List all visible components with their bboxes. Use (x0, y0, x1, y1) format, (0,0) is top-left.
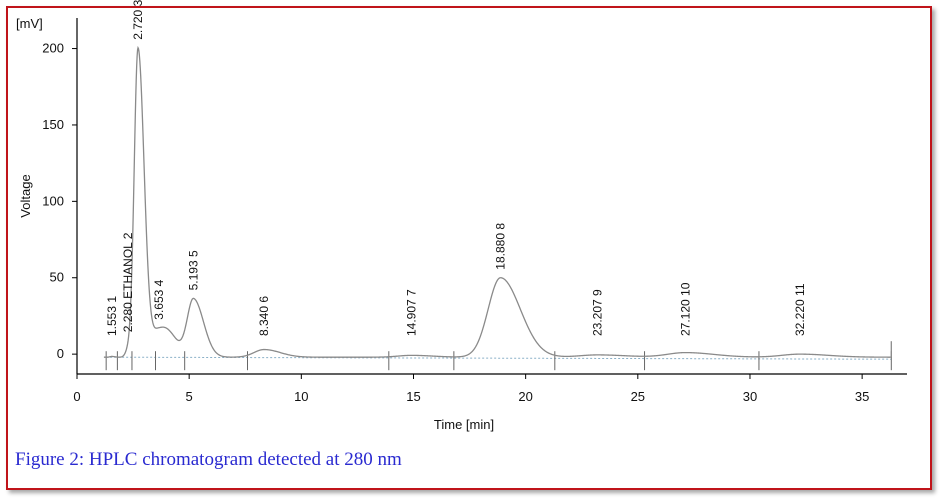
y-ticks: 0 50 100 150 200 (42, 41, 77, 361)
y-tick-label: 50 (50, 270, 64, 285)
y-tick-label: 200 (42, 41, 64, 56)
chromatogram-trace (103, 45, 891, 358)
integration-markers (105, 351, 892, 371)
peak-label-10: 27.120 10 (678, 282, 692, 336)
peak-label-3: 2.720 3 (131, 0, 145, 40)
y-unit-label: [mV] (16, 16, 43, 31)
y-axis-title: Voltage (18, 174, 33, 217)
peak-label-8: 18.880 8 (494, 223, 508, 270)
x-ticks: 0 5 10 15 20 25 30 35 (73, 374, 869, 404)
axes (76, 18, 907, 375)
peak-label-6: 8.340 6 (257, 296, 271, 336)
x-tick-label: 10 (294, 389, 308, 404)
trace (103, 45, 892, 358)
peak-label-1: 1.553 1 (105, 296, 119, 336)
peak-label-9: 23.207 9 (591, 289, 605, 336)
x-tick-label: 5 (186, 389, 193, 404)
peak-label-4: 3.653 4 (152, 279, 166, 319)
peak-label-2: 2.280 ETHANOL 2 (121, 232, 135, 332)
y-tick-label: 0 (57, 346, 64, 361)
peak-label-5: 5.193 5 (187, 250, 201, 290)
peak-label-11: 32.220 11 (793, 283, 807, 336)
x-tick-label: 25 (631, 389, 645, 404)
y-tick-label: 100 (42, 193, 64, 208)
y-tick-label: 150 (42, 117, 64, 132)
x-tick-label: 0 (73, 389, 80, 404)
peak-labels: 1.553 1 2.280 ETHANOL 2 2.720 3 3.653 4 5.19… (105, 0, 807, 336)
figure-caption: Figure 2: HPLC chromatogram detected at … (15, 449, 402, 470)
figure-frame (6, 6, 932, 490)
x-tick-label: 20 (518, 389, 532, 404)
baseline-line (106, 356, 892, 360)
peak-label-7: 14.907 7 (404, 289, 418, 336)
x-tick-label: 35 (855, 389, 869, 404)
baseline (106, 356, 892, 360)
x-axis-title: Time [min] (434, 417, 494, 432)
x-tick-label: 15 (406, 389, 420, 404)
x-tick-label: 30 (743, 389, 757, 404)
